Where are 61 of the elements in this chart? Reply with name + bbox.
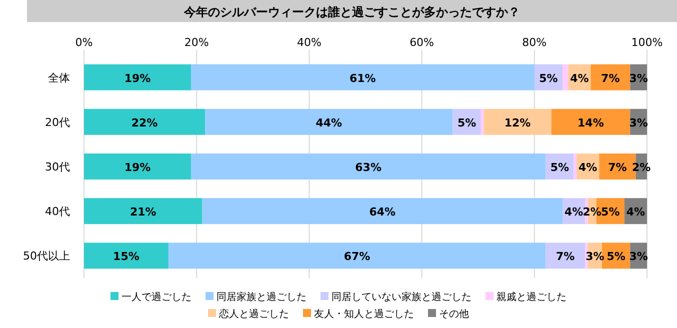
- data-label: 22%: [131, 116, 158, 130]
- chart-title: 今年のシルバーウィークは誰と過ごすことが多かったですか？: [183, 5, 520, 19]
- data-label: 15%: [113, 250, 140, 264]
- data-label: 61%: [350, 72, 376, 85]
- data-label: 7%: [556, 250, 575, 264]
- bar: [202, 198, 563, 224]
- y-tick-label: 30代: [45, 160, 70, 174]
- x-tick-label: 80%: [522, 36, 547, 49]
- legend-label: 友人・知人と過ごした: [314, 308, 414, 320]
- data-label: 14%: [578, 116, 604, 130]
- data-label: 44%: [316, 116, 342, 130]
- bar: [190, 64, 534, 90]
- legend-label: 一人で過ごした: [122, 292, 192, 303]
- data-label: 5%: [601, 206, 620, 219]
- legend-label: 親戚と過ごした: [496, 291, 566, 303]
- data-label: 21%: [130, 206, 156, 219]
- data-label: 7%: [601, 72, 620, 85]
- data-label: 19%: [124, 161, 151, 174]
- data-label: 7%: [608, 161, 627, 174]
- data-label: 63%: [355, 161, 382, 174]
- data-label: 12%: [504, 116, 531, 130]
- bar: [190, 154, 546, 180]
- x-tick-label: 0%: [75, 36, 93, 49]
- x-tick-label: 100%: [631, 36, 663, 49]
- bar: [84, 154, 191, 180]
- data-label: 64%: [369, 206, 396, 219]
- data-label: 5%: [606, 250, 626, 264]
- legend-label: その他: [439, 308, 469, 320]
- bar: [590, 64, 630, 90]
- data-label: 2%: [582, 206, 602, 219]
- bar: [585, 242, 588, 269]
- x-tick-label: 60%: [410, 36, 434, 49]
- data-label: 4%: [564, 206, 584, 219]
- legend-label: 同居していない家族と過ごした: [332, 291, 472, 303]
- x-tick-label: 40%: [296, 36, 322, 49]
- y-tick-label: 50代以上: [23, 250, 70, 263]
- data-label: 19%: [124, 72, 151, 85]
- legend-label: 恋人と過ごした: [218, 308, 289, 320]
- y-tick-label: 20代: [45, 116, 70, 129]
- x-tick-label: 20%: [184, 36, 209, 49]
- bar: [84, 108, 206, 135]
- y-tick-label: 40代: [45, 205, 70, 218]
- bar: [562, 64, 568, 90]
- data-label: 3%: [586, 250, 604, 264]
- data-label: 5%: [457, 116, 476, 130]
- bar: [546, 242, 586, 269]
- bar: [168, 242, 546, 269]
- y-tick-label: 全体: [48, 71, 70, 84]
- bar: [84, 242, 168, 269]
- bar: [84, 64, 191, 90]
- legend-label: 同居家族と過ごした: [216, 291, 306, 303]
- data-label: 5%: [539, 72, 558, 85]
- data-label: 4%: [570, 72, 589, 85]
- bar: [84, 198, 202, 224]
- bar: [484, 108, 552, 135]
- bar: [205, 108, 453, 135]
- data-label: 4%: [578, 161, 598, 174]
- data-label: 5%: [550, 161, 570, 174]
- bar: [551, 108, 630, 135]
- data-label: 67%: [344, 250, 370, 264]
- data-label: 4%: [626, 206, 646, 219]
